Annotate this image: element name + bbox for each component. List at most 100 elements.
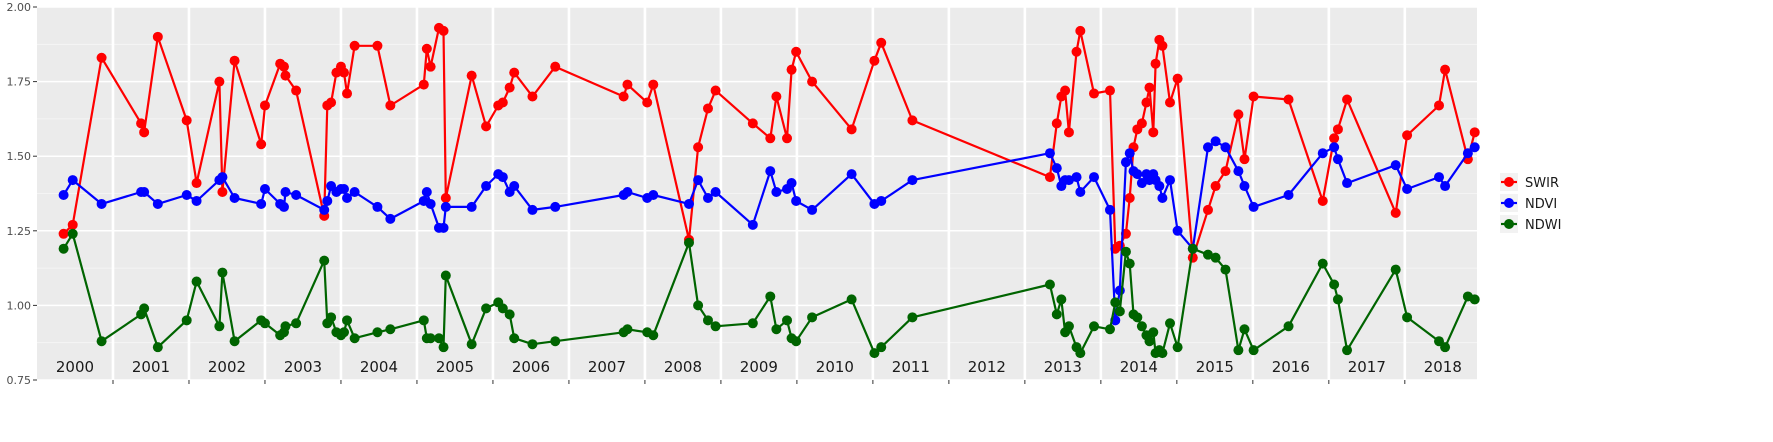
data-point-ndwi	[1110, 297, 1121, 308]
data-point-swir	[385, 100, 396, 111]
data-point-ndwi	[1332, 294, 1343, 305]
data-point-swir	[1220, 166, 1231, 177]
data-point-swir	[466, 70, 477, 81]
legend-item-swir: SWIR	[1500, 173, 1559, 191]
data-point-ndwi	[349, 333, 360, 344]
data-point-ndwi	[771, 324, 782, 335]
data-point-ndvi	[622, 187, 633, 198]
data-point-swir	[1144, 82, 1155, 93]
data-point-ndvi	[58, 189, 69, 200]
data-point-swir	[786, 64, 797, 75]
y-tick-label: 2.00	[7, 1, 32, 14]
data-point-swir	[1317, 195, 1328, 206]
data-point-ndwi	[1051, 309, 1062, 320]
legend-key-point	[1504, 198, 1514, 208]
data-point-ndwi	[1165, 318, 1176, 329]
year-label: 2004	[360, 358, 398, 376]
data-point-ndwi	[869, 348, 880, 359]
data-point-swir	[1044, 172, 1055, 183]
data-point-ndwi	[1402, 312, 1413, 323]
data-point-ndvi	[1132, 169, 1143, 180]
data-point-swir	[1233, 109, 1244, 120]
data-point-swir	[622, 79, 633, 90]
data-point-ndwi	[1469, 294, 1480, 305]
data-point-swir	[1332, 124, 1343, 135]
data-point-ndvi	[1332, 154, 1343, 165]
data-point-ndwi	[1136, 321, 1147, 332]
data-point-ndwi	[280, 321, 291, 332]
data-point-swir	[1089, 88, 1100, 99]
data-point-swir	[807, 76, 818, 87]
year-label: 2016	[1272, 358, 1310, 376]
data-point-swir	[1148, 127, 1159, 138]
data-point-ndwi	[191, 276, 202, 287]
data-point-swir	[1165, 97, 1176, 108]
data-point-ndvi	[1136, 178, 1147, 189]
data-point-swir	[1150, 58, 1161, 69]
y-tick-label: 1.25	[7, 225, 32, 238]
data-point-ndwi	[747, 318, 758, 329]
series-line-ndvi	[62, 140, 1476, 322]
data-point-swir	[1075, 25, 1086, 36]
data-point-ndvi	[278, 201, 289, 212]
data-point-swir	[217, 187, 228, 198]
data-point-swir	[440, 192, 451, 203]
data-point-swir	[1210, 181, 1221, 192]
data-point-ndwi	[710, 321, 721, 332]
data-point-ndvi	[319, 204, 330, 215]
data-point-ndvi	[181, 189, 192, 200]
data-point-swir	[191, 178, 202, 189]
data-point-ndwi	[466, 339, 477, 350]
data-point-ndvi	[1210, 136, 1221, 147]
data-point-swir	[747, 118, 758, 129]
data-point-ndwi	[509, 333, 520, 344]
data-point-ndwi	[1132, 312, 1143, 323]
data-point-ndwi	[782, 315, 793, 326]
data-point-ndvi	[259, 184, 270, 195]
series-layer	[58, 22, 1480, 359]
data-point-ndvi	[385, 213, 396, 224]
data-point-ndvi	[786, 178, 797, 189]
data-point-ndvi	[425, 198, 436, 209]
data-point-ndvi	[280, 187, 291, 198]
data-point-ndwi	[1210, 252, 1221, 263]
data-point-swir	[1469, 127, 1480, 138]
data-point-ndvi	[1248, 201, 1259, 212]
data-point-swir	[338, 67, 349, 78]
data-point-ndwi	[876, 342, 887, 353]
year-label: 2018	[1424, 358, 1462, 376]
data-point-ndvi	[1089, 172, 1100, 183]
data-point-ndwi	[259, 318, 270, 329]
year-label: 2012	[968, 358, 1006, 376]
data-point-swir	[509, 67, 520, 78]
data-point-ndwi	[550, 336, 561, 347]
data-point-swir	[67, 219, 78, 230]
data-point-ndwi	[291, 318, 302, 329]
data-point-ndvi	[338, 184, 349, 195]
data-point-ndvi	[1202, 142, 1213, 153]
data-point-ndvi	[1317, 148, 1328, 159]
data-point-swir	[326, 97, 337, 108]
data-point-swir	[1329, 133, 1340, 144]
data-point-swir	[648, 79, 659, 90]
series-ndwi	[58, 228, 1480, 359]
data-point-ndwi	[326, 312, 337, 323]
year-label: 2015	[1196, 358, 1234, 376]
data-point-swir	[504, 82, 515, 93]
data-point-ndvi	[229, 192, 240, 203]
data-point-ndvi	[1220, 142, 1231, 153]
data-point-ndwi	[1440, 342, 1451, 353]
data-point-ndwi	[1220, 264, 1231, 275]
data-point-ndwi	[693, 300, 704, 311]
data-point-swir	[181, 115, 192, 126]
data-point-ndwi	[1114, 306, 1125, 317]
data-point-ndvi	[1165, 175, 1176, 186]
year-label: 2007	[588, 358, 626, 376]
year-label: 2001	[132, 358, 170, 376]
data-point-ndvi	[648, 189, 659, 200]
year-label: 2011	[892, 358, 930, 376]
data-point-swir	[1071, 46, 1082, 57]
data-point-ndvi	[1044, 148, 1055, 159]
data-point-ndwi	[846, 294, 857, 305]
data-point-ndvi	[1402, 184, 1413, 195]
